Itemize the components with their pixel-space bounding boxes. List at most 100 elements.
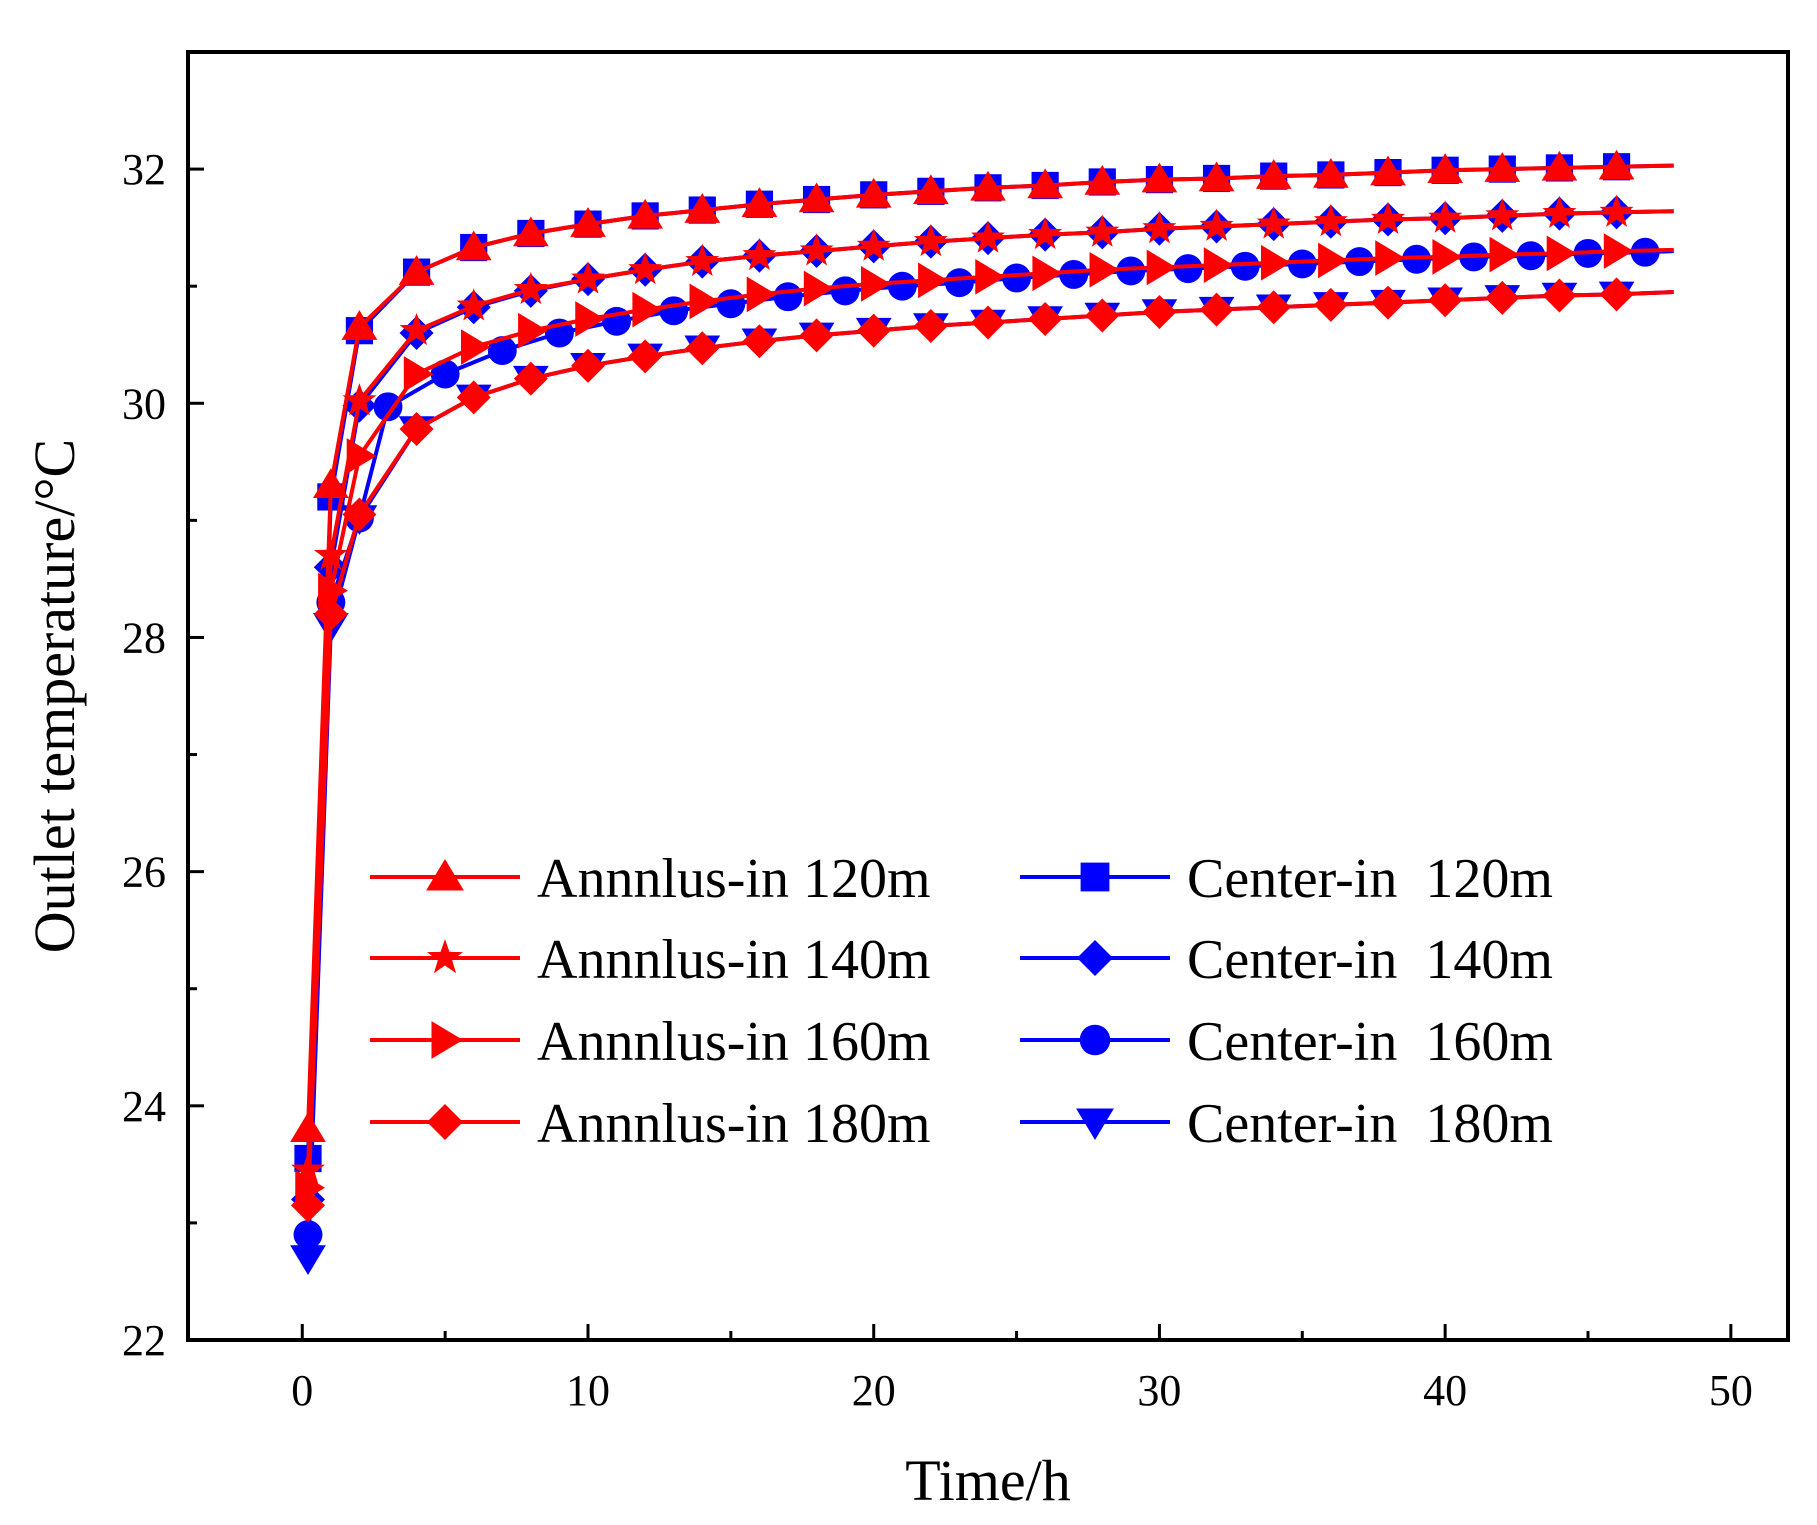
data-point (513, 216, 549, 247)
data-point (1371, 285, 1405, 320)
y-tick-label: 26 (122, 848, 166, 897)
data-point (1002, 263, 1032, 293)
data-point (1542, 195, 1577, 229)
data-point (1027, 168, 1063, 199)
data-point (1255, 159, 1292, 189)
data-point (513, 361, 548, 396)
data-point (689, 283, 720, 320)
y-tick-label: 32 (122, 145, 166, 194)
data-point (1085, 214, 1120, 247)
data-point (632, 291, 663, 328)
data-point (373, 392, 403, 422)
legend-entry: Center-in 140m (1020, 929, 1553, 991)
data-point (798, 182, 835, 213)
data-point (456, 288, 491, 321)
data-point (1199, 208, 1234, 241)
data-point (1599, 194, 1634, 227)
data-point (1485, 280, 1520, 315)
data-point (773, 282, 803, 312)
data-point (741, 187, 778, 217)
data-point (1116, 256, 1146, 286)
data-point (856, 313, 891, 348)
data-point (1256, 206, 1291, 239)
series-layer (290, 149, 1674, 1276)
data-point (887, 271, 917, 301)
legend-label: Center-in 160m (1187, 1011, 1553, 1073)
x-tick-label: 0 (291, 1366, 313, 1415)
data-point (571, 348, 605, 383)
x-tick-label: 20 (852, 1366, 896, 1415)
data-point (313, 537, 348, 570)
data-point (855, 177, 892, 208)
data-point (918, 262, 948, 299)
data-point (944, 268, 974, 298)
data-point (570, 207, 606, 237)
data-point (1603, 233, 1634, 269)
data-point (341, 310, 378, 340)
data-point (1198, 161, 1235, 192)
data-point (799, 318, 834, 353)
data-point (1599, 277, 1634, 312)
legend-marker (431, 1021, 463, 1059)
legend: Annnlus-in 120m Annnlus-in 140m Annnlus-in… (370, 848, 1553, 1155)
data-point (1313, 287, 1348, 322)
data-point (342, 383, 377, 416)
data-point (1089, 251, 1120, 288)
data-point (803, 270, 834, 307)
data-point (684, 193, 721, 223)
y-tick-label: 28 (122, 613, 166, 662)
legend-marker (1077, 940, 1113, 976)
data-point (970, 170, 1006, 201)
data-point (685, 243, 720, 277)
data-point (975, 258, 1005, 295)
data-point (1598, 149, 1635, 180)
data-point (346, 438, 377, 474)
data-point (456, 380, 491, 415)
data-point (1542, 278, 1577, 313)
data-point (1318, 242, 1348, 279)
data-point (1484, 152, 1521, 182)
data-point (1375, 240, 1405, 276)
series-1 (290, 149, 1674, 1142)
data-point (1084, 164, 1121, 195)
legend-entry: Annnlus-in 140m (370, 929, 931, 991)
series-4 (291, 277, 1674, 1223)
x-tick-label: 10 (566, 1366, 610, 1415)
series-7 (293, 237, 1674, 1250)
data-point (1256, 290, 1291, 325)
x-tick-label: 50 (1709, 1366, 1753, 1415)
ticks-layer: 0 10 20 30 40 50 22 24 26 28 30 32 (122, 145, 1753, 1415)
data-point (1028, 301, 1063, 336)
data-point (716, 289, 746, 319)
x-axis-title: Time/h (905, 1448, 1070, 1513)
data-point (856, 228, 891, 261)
data-point (518, 312, 548, 349)
x-tick-label: 30 (1137, 1366, 1181, 1415)
legend-marker (1080, 862, 1110, 892)
plot-frame (186, 50, 1790, 1342)
data-point (403, 356, 434, 392)
legend-label: Center-in 120m (1187, 848, 1553, 910)
data-point (913, 308, 948, 343)
data-point (1485, 198, 1520, 231)
data-point (830, 276, 860, 306)
legend-entry: Center-in 120m (1020, 848, 1553, 910)
data-point (313, 468, 349, 498)
legend-marker (426, 859, 464, 891)
legend-marker (1079, 1024, 1111, 1056)
data-point (1260, 244, 1291, 281)
data-point (1032, 255, 1063, 292)
data-point (1428, 200, 1463, 233)
legend-entry: Center-in 180m (1020, 1093, 1553, 1155)
legend-marker (1076, 1108, 1114, 1140)
data-point (971, 220, 1005, 253)
data-point (575, 301, 605, 337)
data-point (628, 339, 663, 374)
data-point (513, 271, 548, 305)
data-point (318, 572, 348, 609)
data-point (1313, 157, 1349, 188)
data-point (399, 412, 434, 447)
data-point (799, 233, 834, 266)
legend-entry: Annnlus-in 160m (370, 1011, 931, 1073)
